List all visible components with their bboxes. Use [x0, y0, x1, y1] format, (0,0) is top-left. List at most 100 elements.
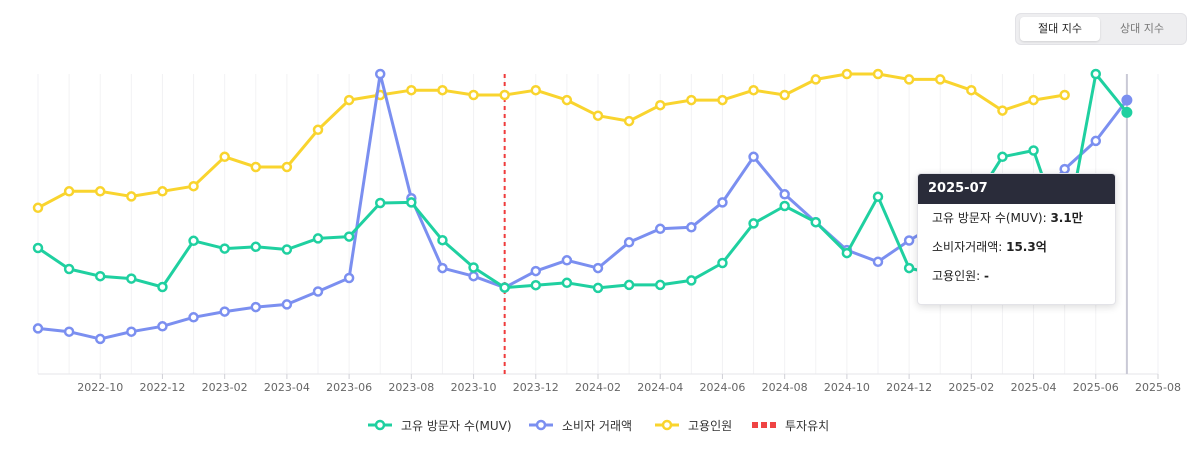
data-point [530, 84, 542, 96]
data-point [281, 299, 293, 310]
data-point [903, 262, 915, 274]
legend-line-marker-icon [529, 419, 553, 431]
data-point [592, 262, 604, 274]
data-point [561, 94, 573, 106]
data-point [748, 84, 759, 96]
series-line [36, 72, 1067, 210]
data-point [374, 197, 386, 209]
chart-legend: 고유 방문자 수(MUV) 소비자 거래액 고용인원 투자유치 [0, 414, 1202, 436]
data-point [872, 191, 884, 202]
data-point [1059, 89, 1070, 101]
legend-item-transaction[interactable]: 소비자 거래액 [528, 414, 632, 436]
data-point [654, 99, 666, 111]
x-axis: 2022-10 2022-12 2023-02 2023-04 2023-06 2023-… [77, 374, 1181, 394]
data-point [126, 273, 137, 284]
x-tick-label: 2023-10 [451, 381, 497, 394]
data-point [437, 234, 448, 246]
data-point [592, 110, 604, 121]
data-point [219, 306, 230, 317]
data-point [32, 202, 44, 214]
data-point [126, 191, 137, 202]
data-point [1090, 135, 1102, 147]
data-point [63, 263, 75, 275]
x-tick-label: 2024-10 [824, 381, 870, 394]
legend-item-investment[interactable]: 투자유치 [751, 414, 829, 436]
data-point [654, 279, 666, 291]
series-2 [32, 68, 1070, 214]
data-point [903, 74, 915, 85]
legend-item-muv[interactable]: 고유 방문자 수(MUV) [367, 414, 512, 436]
tooltip-label: 고유 방문자 수(MUV) [932, 211, 1043, 225]
x-tick-label: 2025-04 [1011, 381, 1057, 394]
data-point [32, 323, 44, 334]
tooltip-value: - [984, 269, 990, 283]
data-point [686, 275, 697, 286]
data-point [499, 89, 510, 101]
legend-label: 고용인원 [688, 418, 733, 433]
data-point [468, 270, 479, 282]
legend-item-employees[interactable]: 고용인원 [654, 414, 732, 436]
data-point [312, 286, 324, 297]
data-point [281, 244, 293, 255]
data-point [810, 74, 822, 85]
data-point [841, 247, 853, 259]
data-point [188, 312, 199, 323]
data-point [654, 223, 666, 235]
data-point [32, 242, 44, 254]
data-point [934, 74, 946, 85]
absolute-index-button[interactable]: 절대 지수 [1020, 17, 1100, 41]
data-point [872, 256, 884, 268]
data-point [437, 84, 448, 96]
data-point [1028, 145, 1039, 156]
x-tick-label: 2022-10 [77, 381, 123, 394]
data-point [561, 277, 573, 289]
data-point [561, 255, 573, 266]
data-point [468, 262, 479, 273]
x-tick-label: 2024-02 [575, 381, 621, 394]
x-tick-label: 2025-08 [1135, 381, 1181, 394]
data-point [997, 151, 1008, 163]
data-point [157, 281, 168, 293]
data-point [872, 68, 884, 80]
data-point [1028, 94, 1039, 106]
x-tick-label: 2023-08 [388, 381, 434, 394]
data-point [779, 200, 790, 212]
data-point [592, 282, 604, 294]
data-point [1090, 68, 1102, 80]
x-tick-label: 2024-08 [762, 381, 808, 394]
data-point [343, 272, 355, 284]
data-point [748, 218, 759, 229]
data-point [623, 115, 635, 127]
data-point [997, 105, 1008, 116]
data-point [779, 89, 790, 101]
data-point [343, 231, 355, 242]
tooltip-label: 고용인원 [932, 269, 977, 283]
data-point-active [1121, 106, 1133, 118]
data-point [686, 222, 697, 233]
tooltip-label: 소비자거래액 [932, 240, 999, 254]
data-point [219, 151, 230, 163]
legend-line-marker-icon [368, 419, 392, 431]
data-point [157, 186, 168, 197]
relative-index-button[interactable]: 상대 지수 [1120, 22, 1164, 35]
data-point [188, 180, 199, 192]
data-point [406, 84, 417, 96]
data-point [717, 257, 728, 269]
data-point [966, 84, 977, 96]
legend-label: 소비자 거래액 [562, 418, 633, 433]
chart-tooltip: 2025-07 고유 방문자 수(MUV): 3.1만 소비자거래액: 15.3… [917, 173, 1116, 305]
x-tick-label: 2025-06 [1073, 381, 1119, 394]
data-point [219, 243, 230, 254]
data-point [250, 241, 262, 253]
data-point [94, 270, 106, 282]
data-point [281, 161, 293, 173]
data-point [530, 279, 542, 291]
legend-dash-marker-icon [752, 422, 776, 428]
data-point [157, 321, 168, 332]
x-tick-label: 2024-04 [637, 381, 683, 394]
tooltip-value: 15.3억 [1006, 240, 1047, 254]
tooltip-row-employees: 고용인원: - [932, 269, 990, 283]
data-point [810, 216, 822, 228]
x-tick-label: 2023-02 [202, 381, 248, 394]
data-point [250, 301, 262, 313]
